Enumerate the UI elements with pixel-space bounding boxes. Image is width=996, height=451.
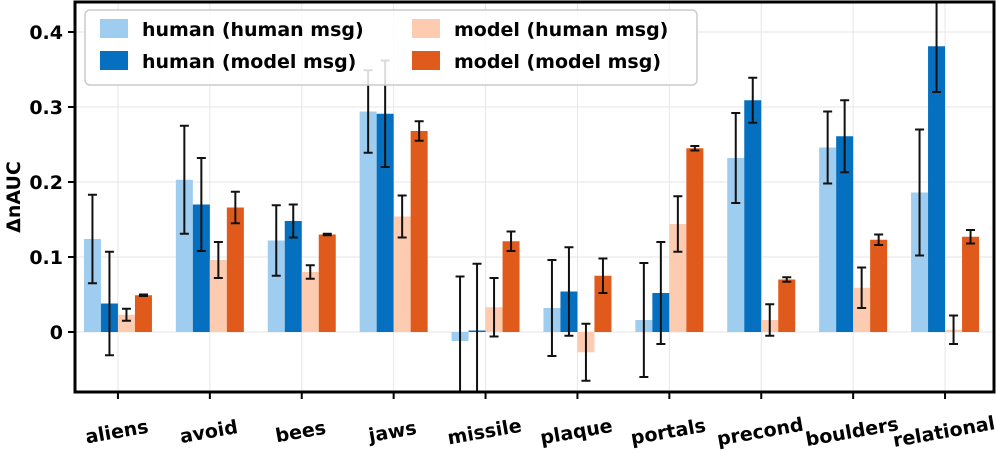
x-axis: aliens avoid bees jaws missile plaque portals p… [84, 392, 996, 451]
legend-label: model (human msg) [454, 19, 668, 41]
bar [870, 239, 888, 332]
bar [502, 241, 520, 332]
bar [192, 204, 210, 332]
bar [928, 46, 946, 332]
bar [836, 136, 854, 332]
legend-swatch [100, 19, 128, 38]
bar [911, 192, 929, 332]
legend-label: human (model msg) [142, 51, 356, 73]
bar [301, 272, 319, 332]
error-bars-layer [87, 2, 976, 392]
bar [284, 221, 302, 332]
bar [727, 158, 745, 332]
bar [226, 207, 244, 332]
bar [778, 279, 796, 332]
bar [175, 179, 193, 332]
y-tick-label: 0.2 [29, 172, 63, 194]
legend-swatch [412, 51, 440, 70]
bar [962, 236, 980, 332]
bar [594, 275, 612, 332]
legend-swatch [100, 51, 128, 70]
bar [744, 100, 762, 332]
bars-layer [83, 46, 980, 353]
bar [83, 239, 101, 332]
bar [267, 240, 285, 332]
legend-box [84, 9, 698, 86]
x-tick-label: avoid [178, 416, 239, 448]
x-tick-label: bees [274, 417, 328, 447]
bar [359, 111, 377, 332]
x-tick-label: portals [629, 415, 707, 450]
y-tick-label: 0.1 [29, 247, 63, 269]
legend: human (human msg) human (model msg) model … [84, 9, 698, 86]
x-tick-label: precond [715, 414, 805, 451]
legend-swatch [412, 19, 440, 38]
x-tick-label: boulders [804, 413, 900, 451]
bar [134, 295, 152, 332]
x-tick-label: missile [446, 415, 524, 450]
bar [117, 314, 135, 332]
bar [410, 131, 428, 332]
x-tick-label: aliens [84, 416, 150, 449]
x-tick-label: relational [891, 412, 996, 451]
y-tick-label: 0.4 [29, 22, 63, 44]
y-axis-label: ΔnAUC [3, 161, 25, 233]
y-axis: 0 0.1 0.2 0.3 0.4 [29, 22, 75, 344]
bar [393, 216, 411, 332]
legend-label: model (model msg) [454, 51, 661, 73]
x-tick-label: plaque [539, 415, 615, 449]
x-tick-label: jaws [366, 417, 418, 447]
plot-frame [73, 0, 996, 394]
bar [853, 287, 871, 332]
bar [318, 234, 336, 332]
bar [686, 148, 704, 332]
y-tick-label: 0.3 [29, 97, 63, 119]
bar [819, 147, 837, 332]
bar [376, 113, 394, 332]
y-tick-label: 0 [50, 322, 63, 344]
legend-label: human (human msg) [142, 19, 364, 41]
